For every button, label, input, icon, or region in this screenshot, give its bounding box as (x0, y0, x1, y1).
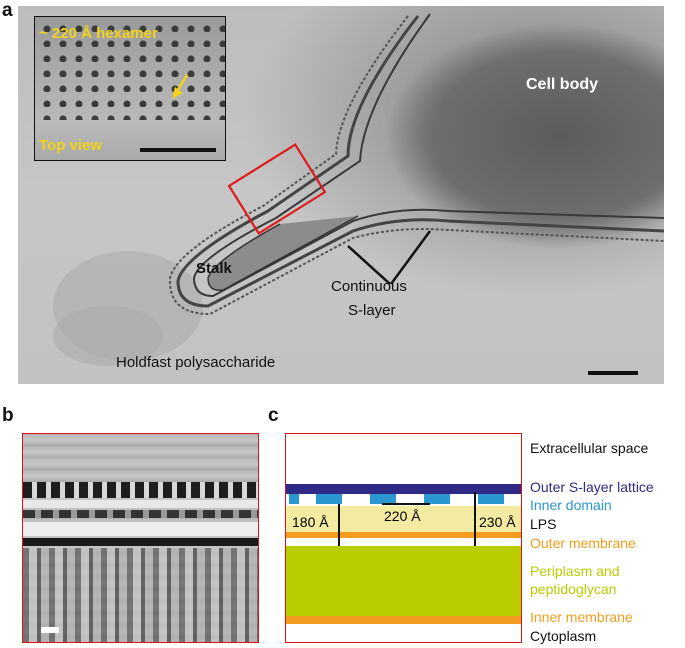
layer-periplasm (286, 546, 521, 616)
measure-line-right (474, 492, 476, 546)
legend-inner-domain: Inner domain (530, 497, 612, 513)
band-outer-membrane (23, 538, 258, 546)
panel-letter-a: a (2, 0, 13, 21)
micrograph-panel-b (22, 433, 259, 643)
panel-letter-b: b (2, 405, 14, 426)
measure-line-left (338, 504, 340, 546)
label-cell-body: Cell body (526, 76, 599, 93)
legend-periplasm-1: Periplasm and (530, 563, 620, 579)
label-continuous: Continuous (331, 278, 407, 295)
band-light-2 (23, 522, 258, 536)
inset-caption: Top view (39, 137, 103, 154)
measure-line-middle (382, 503, 430, 505)
label-s-layer: S-layer (348, 302, 396, 319)
inset-title: ~ 220 Å hexamer (39, 25, 158, 42)
inset-band (35, 120, 225, 160)
legend-cytoplasm: Cytoplasm (530, 628, 597, 644)
band-periplasm (23, 548, 258, 642)
band-slayer (23, 482, 258, 498)
inset-scale-bar (140, 148, 216, 152)
schematic-panel-c: 180 Å 220 Å 230 Å (285, 433, 522, 643)
inner-domain-block (289, 494, 299, 504)
arrow-icon (172, 74, 189, 99)
stalk-outline (53, 13, 664, 366)
micrograph-panel-a: ~ 220 Å hexamer Top view Cell body Stalk… (18, 6, 664, 384)
legend-outer-membrane: Outer membrane (530, 535, 636, 551)
layer-outer-slayer (286, 484, 521, 494)
layer-outer-membrane (286, 532, 521, 538)
layer-lps (286, 506, 521, 532)
label-holdfast: Holdfast polysaccharide (116, 354, 276, 371)
inner-domain-block (478, 494, 504, 504)
measure-220: 220 Å (384, 508, 421, 524)
legend-inner-membrane: Inner membrane (530, 609, 633, 625)
measure-230: 230 Å (479, 514, 516, 530)
band-light-1 (23, 500, 258, 508)
inner-domain-block (316, 494, 342, 504)
legend-periplasm-2: peptidoglycan (530, 581, 617, 597)
measure-180: 180 Å (292, 514, 329, 530)
scale-bar-a (588, 371, 638, 375)
legend-extracellular: Extracellular space (530, 440, 649, 456)
region-box (227, 143, 327, 235)
legend-lps: LPS (530, 516, 557, 532)
inner-domain-block (370, 494, 396, 504)
layer-inner-membrane (286, 616, 521, 624)
label-stalk: Stalk (196, 260, 232, 277)
layer-gap (286, 494, 521, 506)
scale-bar-b (41, 627, 59, 633)
inset-top-view: ~ 220 Å hexamer Top view (34, 16, 226, 161)
legend-outer-slayer: Outer S-layer lattice (530, 479, 654, 495)
inner-domain-block (424, 494, 450, 504)
panel-letter-c: c (268, 405, 279, 426)
band-inner (23, 510, 258, 518)
